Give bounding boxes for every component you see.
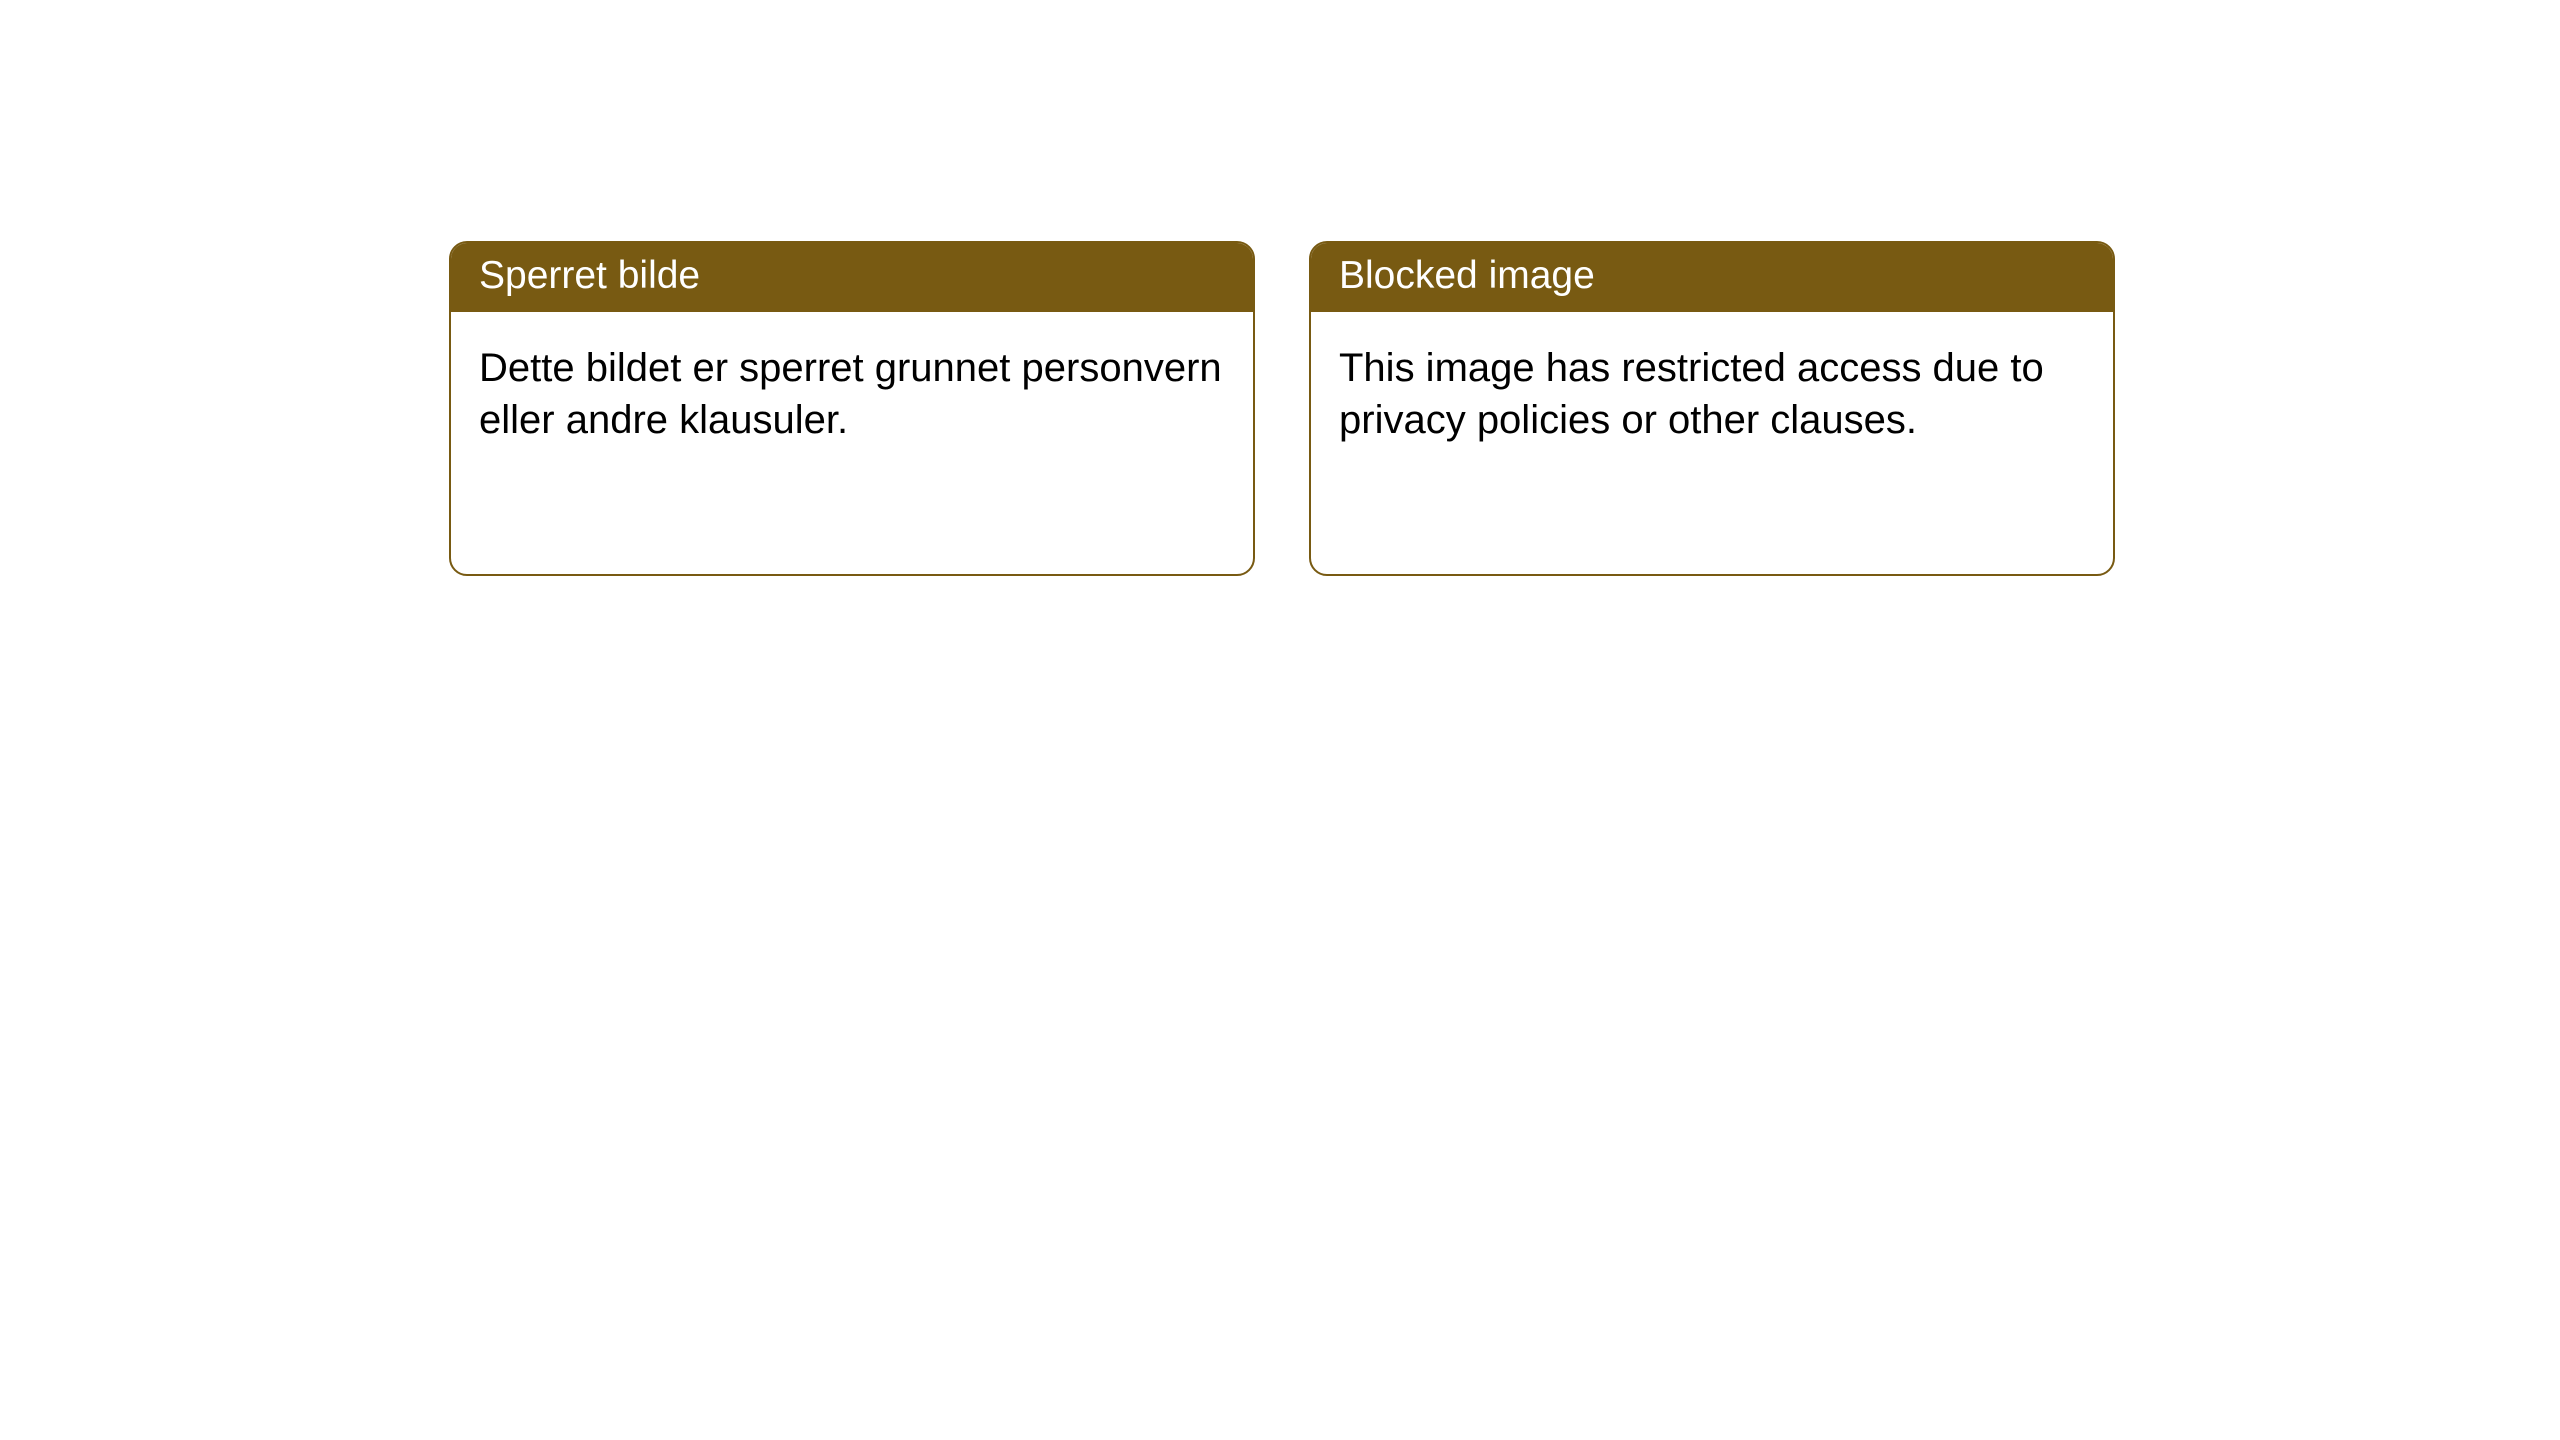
notice-card-norwegian: Sperret bilde Dette bildet er sperret gr… — [449, 241, 1255, 576]
notice-container: Sperret bilde Dette bildet er sperret gr… — [0, 0, 2560, 576]
notice-card-english: Blocked image This image has restricted … — [1309, 241, 2115, 576]
notice-body: Dette bildet er sperret grunnet personve… — [451, 312, 1253, 476]
notice-body: This image has restricted access due to … — [1311, 312, 2113, 476]
notice-title: Sperret bilde — [451, 243, 1253, 312]
notice-title: Blocked image — [1311, 243, 2113, 312]
